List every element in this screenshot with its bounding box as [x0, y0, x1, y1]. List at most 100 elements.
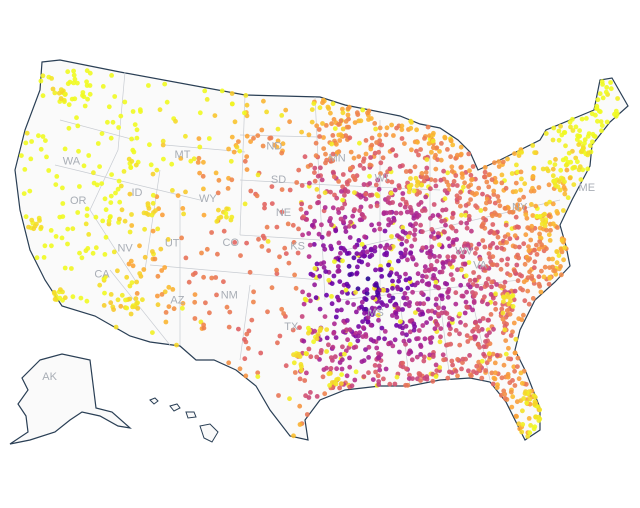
data-point — [111, 249, 117, 255]
data-point — [249, 317, 255, 323]
data-point — [152, 256, 158, 262]
data-point — [442, 196, 448, 202]
data-point — [473, 291, 478, 296]
data-point — [489, 177, 495, 183]
data-point — [546, 232, 552, 238]
data-point — [242, 158, 248, 164]
data-point — [357, 208, 362, 214]
data-point — [62, 92, 68, 97]
data-point — [226, 360, 232, 366]
data-point — [255, 370, 261, 376]
data-point — [499, 172, 505, 178]
data-point — [530, 213, 536, 218]
data-point — [109, 172, 114, 178]
data-point — [408, 118, 414, 124]
data-point — [363, 306, 369, 312]
data-point — [236, 326, 241, 332]
data-point — [413, 175, 419, 181]
data-point — [472, 250, 478, 256]
data-point — [544, 227, 549, 233]
data-point — [439, 296, 445, 302]
data-point — [599, 123, 605, 128]
data-point — [482, 206, 488, 212]
data-point — [486, 351, 492, 357]
data-point — [501, 362, 507, 368]
data-point — [483, 368, 488, 373]
data-point — [301, 301, 307, 307]
data-point — [556, 128, 562, 134]
data-point — [600, 95, 606, 101]
data-point — [383, 132, 389, 138]
data-point — [438, 334, 443, 340]
state-label-ms: MS — [367, 307, 384, 319]
data-point — [544, 246, 549, 252]
data-point — [426, 282, 432, 288]
data-point — [474, 283, 480, 289]
data-point — [328, 243, 334, 249]
data-point — [203, 300, 208, 306]
data-point — [481, 351, 486, 357]
data-point — [355, 338, 361, 344]
data-point — [381, 376, 386, 382]
data-point — [513, 180, 519, 186]
data-point — [199, 250, 204, 256]
data-point — [474, 246, 479, 252]
data-point — [556, 253, 562, 258]
data-point — [464, 225, 470, 231]
data-point — [474, 205, 480, 210]
data-point — [242, 356, 248, 362]
data-point — [154, 167, 160, 173]
data-point — [350, 213, 356, 219]
data-point — [362, 310, 367, 316]
data-point — [103, 234, 109, 240]
data-point — [290, 222, 296, 228]
data-point — [319, 222, 324, 228]
data-point — [111, 307, 116, 312]
data-point — [531, 188, 537, 194]
data-point — [399, 127, 405, 133]
data-point — [375, 177, 381, 183]
data-point — [505, 256, 511, 262]
state-label-ca: CA — [94, 268, 110, 280]
data-point — [573, 124, 579, 130]
data-point — [295, 250, 301, 256]
data-point — [115, 268, 120, 274]
data-point — [447, 369, 452, 375]
data-point — [100, 84, 106, 89]
data-point — [312, 218, 317, 224]
data-point — [453, 173, 459, 178]
data-point — [424, 157, 430, 162]
data-point — [354, 110, 360, 116]
data-point — [521, 194, 526, 200]
data-point — [548, 227, 553, 233]
data-point — [161, 156, 166, 162]
data-point — [157, 107, 163, 113]
data-point — [459, 293, 465, 299]
data-point — [351, 255, 357, 261]
data-point — [406, 189, 412, 195]
data-point — [354, 251, 360, 256]
data-point — [155, 273, 161, 279]
data-point — [319, 234, 325, 240]
data-point — [484, 282, 490, 288]
data-point — [84, 206, 90, 212]
data-point — [150, 228, 156, 234]
data-point — [333, 228, 339, 234]
data-point — [390, 285, 395, 291]
data-point — [110, 119, 116, 125]
data-point — [149, 212, 155, 218]
data-point — [137, 243, 142, 249]
data-point — [416, 328, 422, 333]
data-point — [302, 154, 308, 160]
alaska-outline — [9, 353, 132, 445]
data-point — [372, 363, 378, 368]
data-point — [312, 328, 318, 334]
data-point — [215, 190, 221, 196]
data-point — [65, 69, 71, 75]
data-point — [550, 201, 556, 207]
data-point — [466, 368, 471, 374]
data-point — [526, 244, 531, 250]
data-point — [429, 227, 435, 232]
data-point — [129, 136, 135, 142]
data-point — [556, 137, 562, 143]
